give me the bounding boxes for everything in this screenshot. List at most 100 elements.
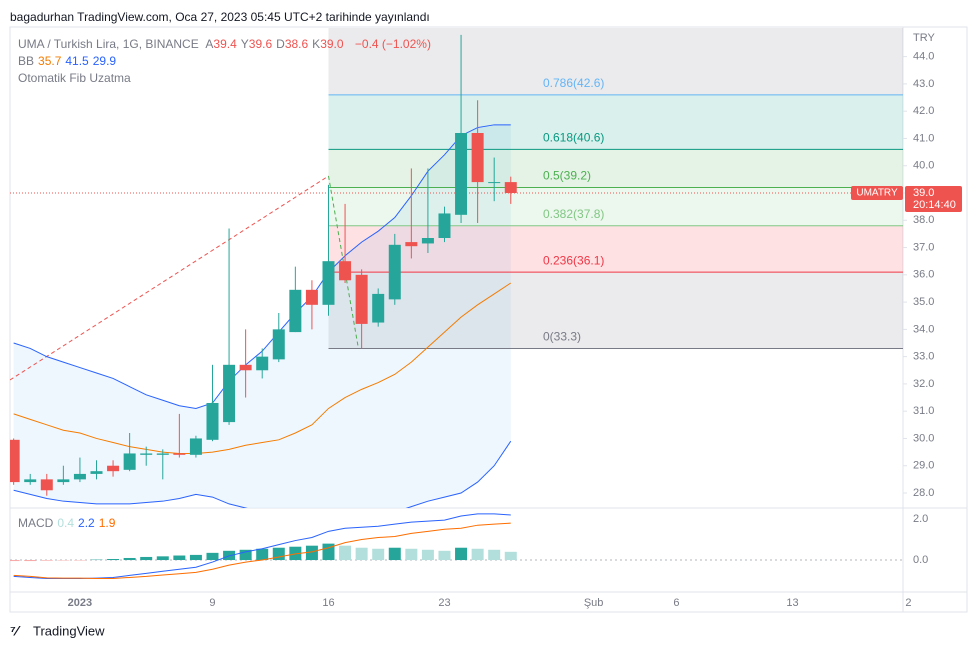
y-tick-label: 2.0 [913, 513, 928, 525]
symbol: UMA / Turkish Lira, 1G, BINANCE [18, 37, 199, 51]
bb-line [13, 440, 512, 508]
candle-body [223, 364, 236, 423]
candle-body [73, 473, 86, 480]
candle-body [24, 479, 37, 483]
candle-body [189, 438, 202, 455]
ohlc: A39.4 Y39.6 D38.6 K39.0 [205, 37, 347, 51]
y-tick-label: 37.0 [913, 241, 934, 253]
x-tick-label: 6 [673, 597, 679, 609]
y-tick-label: 28.0 [913, 487, 934, 499]
macd-legend: MACD 0.4 2.2 1.9 [18, 516, 119, 530]
price-pane: 0.786(42.6) 0.618(40.6) 0.5(39.2) 0.382(37.… [10, 28, 903, 508]
candle-body [10, 439, 20, 483]
y-tick-label: 34.0 [913, 323, 934, 335]
y-tick-label: 35.0 [913, 296, 934, 308]
fib-label: 0.5(39.2) [543, 169, 591, 183]
candle-body [421, 238, 434, 244]
candle-body [156, 453, 169, 455]
macd-pane [10, 513, 903, 579]
candle-body [289, 289, 302, 333]
candle-body [40, 479, 53, 491]
change: −0.4 (−1.02%) [354, 37, 431, 51]
x-tick-label: 9 [209, 597, 215, 609]
candle-body [455, 133, 468, 215]
histogram-bar [156, 556, 169, 561]
fib-zone [328, 187, 903, 226]
fib-label: 0(33.3) [543, 330, 581, 344]
bb-value: 41.5 [65, 54, 89, 68]
candle-body [173, 453, 186, 455]
bb-name: BB [18, 54, 35, 68]
candle-body [305, 289, 318, 305]
fib-zone [328, 149, 903, 188]
y-tick-label: 44.0 [913, 51, 934, 63]
price-label: 39.0 [913, 187, 934, 199]
y-tick-label: 29.0 [913, 460, 934, 472]
fib-zone [328, 272, 903, 349]
candle-body [504, 182, 517, 193]
ohlc-value: 38.6 [284, 37, 309, 51]
candle-body [107, 465, 120, 472]
candle-body [355, 274, 368, 324]
candle-body [140, 453, 153, 455]
candle-body [57, 479, 70, 483]
histogram-bar [256, 548, 269, 561]
histogram-bar [272, 547, 285, 561]
histogram-bar [405, 548, 418, 561]
y-tick-label: 36.0 [913, 269, 934, 281]
fib-legend: Otomatik Fib Uzatma [18, 71, 131, 85]
candle-body [388, 244, 401, 300]
bb-legend: BB 35.7 41.5 29.9 [18, 54, 120, 68]
ohlc-label: Y [240, 37, 249, 51]
histogram-bar [189, 554, 202, 561]
y-tick-label: 41.0 [913, 132, 934, 144]
logo-mark: ⁷⁄ [10, 623, 21, 639]
y-tick-label: 43.0 [913, 78, 934, 90]
histogram-bar [455, 547, 468, 561]
fib-label: 0.236(36.1) [543, 253, 604, 267]
bb-value: 29.9 [92, 54, 117, 68]
fib-label: 0.382(37.8) [543, 207, 604, 221]
fib-label: 0.618(40.6) [543, 131, 604, 145]
histogram-bar [305, 545, 318, 561]
histogram-bar [24, 560, 37, 562]
histogram-bar [355, 547, 368, 561]
fib-label: 0.786(42.6) [543, 76, 604, 90]
price-box [905, 186, 962, 212]
candle-body [90, 471, 103, 474]
histogram-bar [438, 550, 451, 561]
histogram-bar [173, 555, 186, 561]
ohlc-label: A [205, 37, 214, 51]
candle-body [256, 356, 269, 371]
y-tick-label: 42.0 [913, 105, 934, 117]
x-tick-label: 2023 [68, 597, 92, 609]
histogram-bar [504, 551, 517, 561]
x-tick-label: Şub [584, 597, 604, 609]
y-tick-label: 33.0 [913, 351, 934, 363]
histogram-bar [10, 560, 20, 562]
histogram-bar [372, 548, 385, 561]
histogram-bar [40, 560, 53, 561]
y-tick-label: 38.0 [913, 214, 934, 226]
histogram-bar [471, 548, 484, 561]
histogram-bar [206, 552, 219, 561]
symbol-label: UMATRY [856, 188, 898, 199]
price-unit: TRY [913, 32, 935, 44]
publisher: bagadurhan TradingView.com, Oca 27, 2023… [10, 10, 430, 24]
histogram-bar [388, 547, 401, 561]
histogram-bar [289, 546, 302, 561]
y-tick-label: 40.0 [913, 160, 934, 172]
histogram-bar [339, 545, 352, 561]
histogram-bar [488, 549, 501, 561]
x-tick-label: 13 [786, 597, 798, 609]
ohlc-value: 39.6 [248, 37, 273, 51]
x-tick-label: 23 [438, 597, 450, 609]
histogram-bar [107, 559, 120, 561]
macd-line [13, 522, 511, 579]
macd-value: 0.4 [57, 516, 75, 530]
ohlc-label: D [276, 37, 285, 51]
macd-value: 1.9 [98, 516, 116, 530]
candle-body [239, 364, 252, 371]
